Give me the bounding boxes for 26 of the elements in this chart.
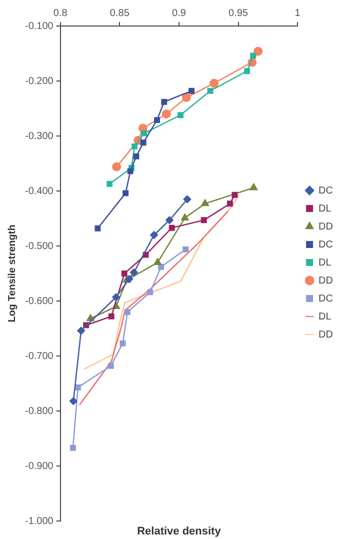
y-tick-label: -0.500 — [24, 240, 54, 252]
y-tick-label: -0.700 — [24, 350, 54, 362]
x-axis-title: Relative density — [137, 526, 222, 538]
legend-label: DC — [318, 293, 334, 304]
x-tick-label: 1 — [294, 8, 301, 19]
legend-label: DC — [318, 185, 334, 196]
y-axis-title: Log Tensile strength — [6, 224, 18, 322]
legend-label: DL — [318, 311, 332, 322]
y-tick-label: -1.000 — [24, 516, 54, 527]
y-tick-label: -0.100 — [24, 20, 54, 32]
legend-label: DD — [318, 329, 334, 340]
y-tick-label: -0.200 — [24, 76, 54, 87]
y-tick-label: -0.600 — [24, 296, 54, 307]
legend-label: DD — [318, 221, 334, 232]
legend-label: DL — [318, 257, 332, 268]
x-tick-label: 0.85 — [110, 8, 130, 19]
legend-label: DD — [318, 275, 334, 286]
legend-label: DL — [318, 203, 332, 214]
y-tick-label: -0.900 — [24, 460, 54, 472]
x-tick-label: 0.8 — [53, 8, 68, 19]
x-tick-label: 0.9 — [172, 8, 186, 19]
y-tick-label: -0.400 — [24, 186, 54, 197]
y-tick-label: -0.300 — [24, 130, 54, 142]
y-tick-label: -0.800 — [24, 406, 54, 417]
legend-label: DC — [318, 239, 334, 250]
x-tick-label: 0.95 — [228, 8, 248, 19]
